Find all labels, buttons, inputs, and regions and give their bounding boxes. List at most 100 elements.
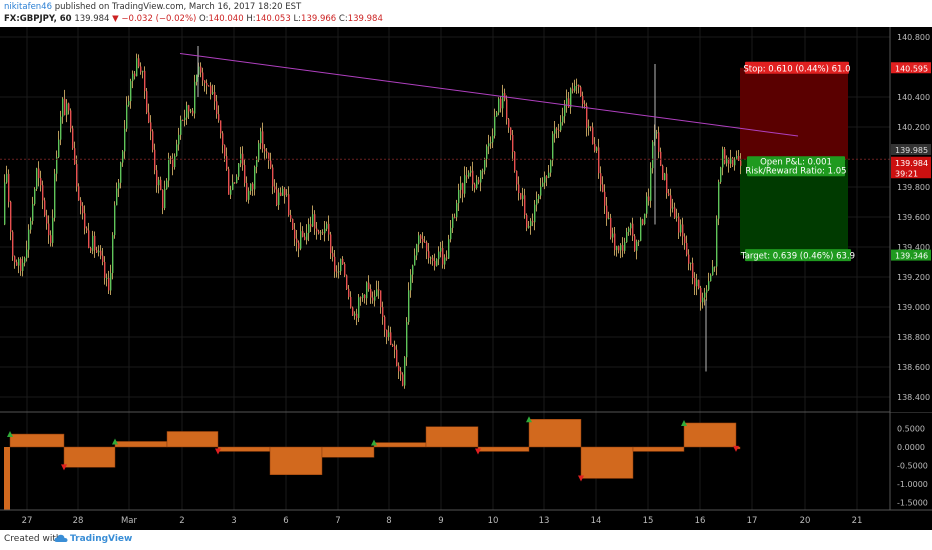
candle-body: [302, 231, 304, 237]
candle-body: [402, 374, 404, 386]
candle-body: [368, 282, 370, 290]
candle-body: [370, 289, 372, 298]
candle-body: [26, 249, 28, 259]
author-link[interactable]: nikitafen46: [4, 2, 52, 12]
down-signal-icon: [733, 445, 739, 452]
osc-bar: [528, 419, 582, 448]
candle-body: [732, 158, 734, 166]
osc-bar: [321, 446, 375, 458]
candle-body: [504, 93, 506, 100]
target-price-badge: 139.346: [895, 252, 928, 261]
candle-body: [576, 84, 578, 87]
candle-body: [490, 142, 492, 144]
candle-body: [442, 248, 444, 265]
time-tick: 7: [335, 516, 340, 526]
footer: Created with TradingView: [0, 530, 932, 550]
trendline[interactable]: [179, 53, 799, 137]
candle-body: [714, 266, 716, 268]
candle-body: [534, 204, 536, 223]
candle-body: [568, 98, 570, 108]
candle-body: [174, 155, 176, 168]
candle-body: [354, 313, 356, 316]
close-value: 139.984: [347, 14, 383, 24]
candle-body: [524, 195, 526, 216]
candle-body: [186, 105, 188, 118]
candle-body: [352, 307, 354, 316]
candle-body: [70, 110, 72, 129]
candle-body: [492, 135, 494, 143]
published-text: published on TradingView.com, March 16, …: [54, 2, 302, 12]
candle-body: [328, 223, 330, 235]
candle-body: [316, 228, 318, 232]
candle-body: [66, 103, 68, 116]
candle-body: [590, 126, 592, 128]
oscillator-axis[interactable]: 0.5000 0.0000 -0.5000 -1.0000 -1.5000: [897, 425, 928, 508]
candle-body: [200, 66, 202, 73]
candle-body: [426, 242, 428, 252]
target-label-box: [745, 249, 851, 262]
candle-body: [610, 218, 612, 238]
candle-body: [710, 275, 712, 282]
candle-body: [96, 250, 98, 253]
candle-body: [210, 85, 212, 94]
up-signal-icon: [526, 416, 532, 423]
candle-body: [318, 231, 320, 234]
candle-body: [668, 193, 670, 196]
candle-body: [598, 147, 600, 174]
candle-body: [150, 122, 152, 132]
candle-body: [260, 131, 262, 144]
candle-body: [236, 176, 238, 184]
candle-body: [62, 98, 64, 117]
chart-canvas[interactable]: Stop: 0.610 (0.44%) 61.0 Target: 0.639 (0…: [0, 27, 932, 530]
candle-body: [278, 192, 280, 205]
candle-body: [584, 103, 586, 106]
candle-body: [356, 313, 358, 318]
last-price-badge: 139.984: [895, 159, 928, 168]
candle-body: [340, 259, 342, 272]
candle-body: [204, 80, 206, 84]
candle-body: [620, 245, 622, 251]
candle-body: [124, 128, 126, 152]
chart-area[interactable]: Stop: 0.610 (0.44%) 61.0 Target: 0.639 (0…: [0, 27, 932, 530]
stop-zone: [740, 67, 848, 160]
candle-body: [216, 101, 218, 115]
candle-body: [152, 131, 154, 150]
candle-body: [348, 288, 350, 297]
candle-body: [226, 156, 228, 170]
time-axis[interactable]: 27 28 Mar 2 3 6 7 8 9 10 13 14 15 16 17 20 21: [0, 509, 932, 526]
tradingview-logo-text[interactable]: TradingView: [70, 534, 133, 544]
candle-body: [506, 99, 508, 120]
candle-body: [446, 257, 448, 259]
candle-body: [190, 110, 192, 112]
candle-body: [588, 126, 590, 128]
candle-body: [320, 232, 322, 234]
osc-bar: [4, 447, 10, 510]
candle-body: [498, 98, 500, 113]
candle-body: [146, 91, 148, 113]
candle-body: [388, 332, 390, 337]
candle-body: [698, 280, 700, 288]
candle-body: [496, 112, 498, 117]
candle-body: [522, 195, 524, 200]
candle-body: [158, 179, 160, 186]
candle-body: [22, 262, 24, 271]
candle-body: [410, 274, 412, 291]
candle-body: [428, 251, 430, 258]
candle-body: [38, 168, 40, 179]
price-tick: 139.200: [897, 273, 930, 282]
price-tick: 140.400: [897, 93, 930, 102]
candle-body: [250, 183, 252, 191]
candle-body: [586, 105, 588, 128]
candle-body: [132, 73, 134, 82]
candle-body: [344, 263, 346, 276]
price-axis[interactable]: 140.800 140.400 140.200 139.800 139.600 139.4…: [889, 27, 932, 510]
candle-body: [412, 265, 414, 275]
candle-body: [430, 257, 432, 259]
candle-body: [206, 83, 208, 86]
candle-body: [116, 188, 118, 206]
candle-body: [58, 139, 60, 158]
candle-body: [432, 257, 434, 261]
candle-body: [542, 182, 544, 187]
candle-body: [418, 235, 420, 245]
candle-body: [390, 332, 392, 345]
